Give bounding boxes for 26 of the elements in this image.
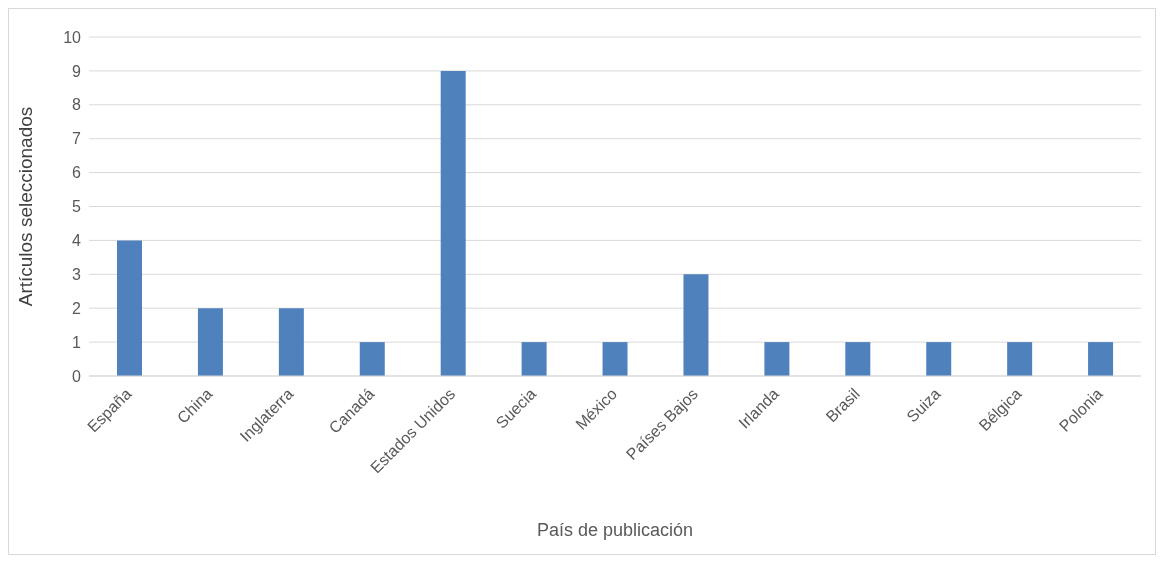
bar <box>197 308 223 376</box>
y-tick-label: 1 <box>72 333 82 351</box>
y-tick-label: 0 <box>72 367 82 385</box>
y-tick-label: 7 <box>72 130 82 148</box>
bar <box>602 342 628 376</box>
bar <box>521 342 547 376</box>
y-tick-label: 8 <box>72 96 82 114</box>
y-tick-label: 2 <box>72 299 82 317</box>
bar <box>117 240 142 376</box>
y-tick-label: 3 <box>72 265 82 283</box>
y-tick-label: 9 <box>72 62 82 80</box>
bar <box>683 274 709 376</box>
x-axis-title: País de publicación <box>536 520 694 540</box>
bar <box>845 342 871 376</box>
bar <box>1088 342 1114 376</box>
bar <box>764 342 790 376</box>
bar <box>926 342 952 376</box>
y-tick-label: 4 <box>72 232 82 250</box>
bar <box>278 308 304 376</box>
bar <box>440 70 466 376</box>
y-tick-label: 10 <box>63 28 82 46</box>
y-tick-label: 5 <box>72 198 82 216</box>
y-tick-label: 6 <box>72 164 82 182</box>
y-axis-title: Artículos seleccionados <box>14 106 36 307</box>
bar <box>1007 342 1033 376</box>
bar <box>359 342 385 376</box>
